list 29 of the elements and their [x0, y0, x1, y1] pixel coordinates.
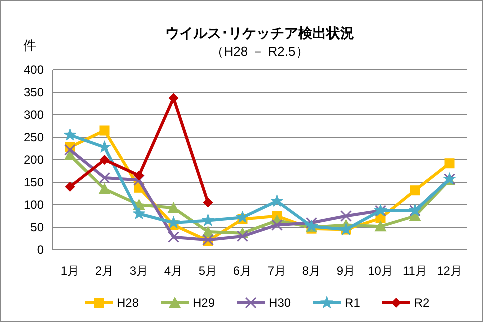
x-tick-label: 1月: [60, 264, 80, 278]
legend-label: H30: [269, 296, 292, 310]
x-tick-label: 7月: [268, 264, 287, 278]
y-tick-label: 250: [24, 130, 44, 144]
legend-label: H28: [117, 296, 140, 310]
y-tick-label: 200: [24, 153, 44, 167]
y-tick-label: 0: [37, 243, 44, 257]
x-tick-label: 5月: [198, 264, 218, 278]
y-tick-label: 300: [24, 108, 44, 122]
x-tick-label: 9月: [336, 264, 356, 278]
y-tick-label: 350: [24, 86, 44, 100]
y-tick-label: 50: [30, 220, 44, 234]
x-tick-label: 6月: [233, 264, 252, 278]
x-tick-label: 3月: [130, 264, 149, 278]
legend-label: R2: [414, 296, 430, 310]
x-tick-label: 4月: [164, 264, 184, 278]
y-tick-label: 400: [24, 63, 44, 77]
chart-title: ウイルス･リケッチア検出状況: [166, 25, 354, 41]
legend-label: R1: [345, 296, 361, 310]
y-tick-label: 100: [24, 198, 44, 212]
y-tick-label: 150: [24, 176, 44, 190]
y-axis-title: 件: [24, 38, 36, 53]
chart-subtitle: （H28 － R2.5）: [211, 44, 309, 59]
legend-label: H29: [193, 296, 216, 310]
x-tick-label: 10月: [368, 264, 394, 278]
x-tick-label: 12月: [437, 264, 462, 278]
x-tick-label: 8月: [302, 264, 322, 278]
x-tick-label: 2月: [95, 264, 114, 278]
x-tick-label: 11月: [403, 264, 428, 278]
